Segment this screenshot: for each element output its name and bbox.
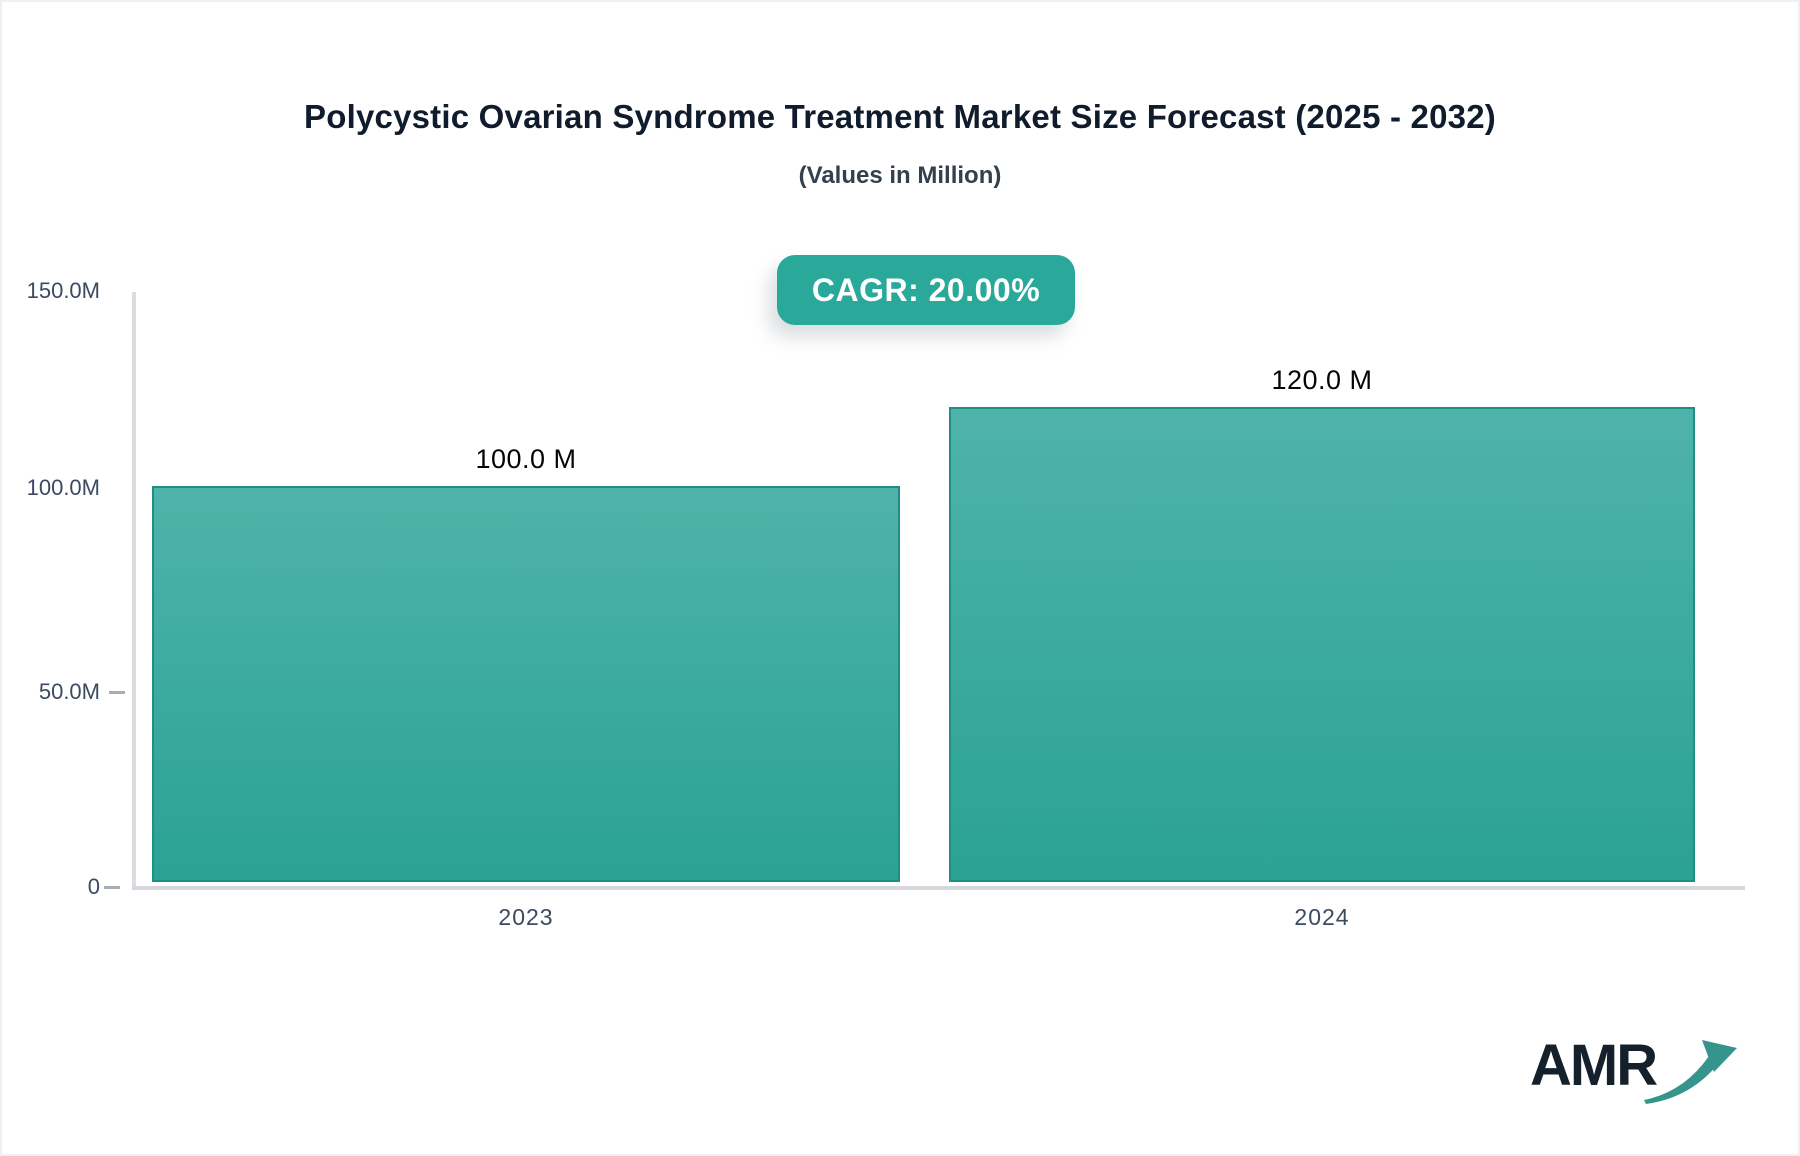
y-tick-label-50m: 50.0M xyxy=(38,679,100,704)
y-tick-label-150m: 150.0M xyxy=(26,278,100,303)
amr-logo-text: AMR xyxy=(1530,1033,1658,1098)
bar-2024[interactable] xyxy=(949,407,1695,882)
trend-up-arrow-icon xyxy=(1644,1040,1738,1104)
y-axis-line xyxy=(132,292,136,886)
chart-subtitle: (Values in Million) xyxy=(798,162,1002,189)
cagr-badge: CAGR: 20.00% xyxy=(777,255,1075,325)
y-tick-mark-0 xyxy=(104,886,120,889)
amr-logo: AMR xyxy=(1530,1034,1744,1110)
bar-value-label: 100.0 M xyxy=(475,444,577,474)
bar-2023[interactable] xyxy=(152,486,900,882)
x-axis-line xyxy=(132,886,1745,890)
x-tick-label-2023: 2023 xyxy=(498,904,554,930)
bar-column: 100.0 M xyxy=(152,444,900,882)
x-tick-label-2024: 2024 xyxy=(1294,904,1350,930)
y-tick-label-0: 0 xyxy=(87,874,100,899)
y-tick-label-100m: 100.0M xyxy=(26,475,100,500)
chart-title: Polycystic Ovarian Syndrome Treatment Ma… xyxy=(304,98,1496,135)
bar-value-label: 120.0 M xyxy=(1271,365,1373,395)
bar-column: 120.0 M xyxy=(949,365,1695,882)
y-tick-mark-50m xyxy=(109,691,125,694)
